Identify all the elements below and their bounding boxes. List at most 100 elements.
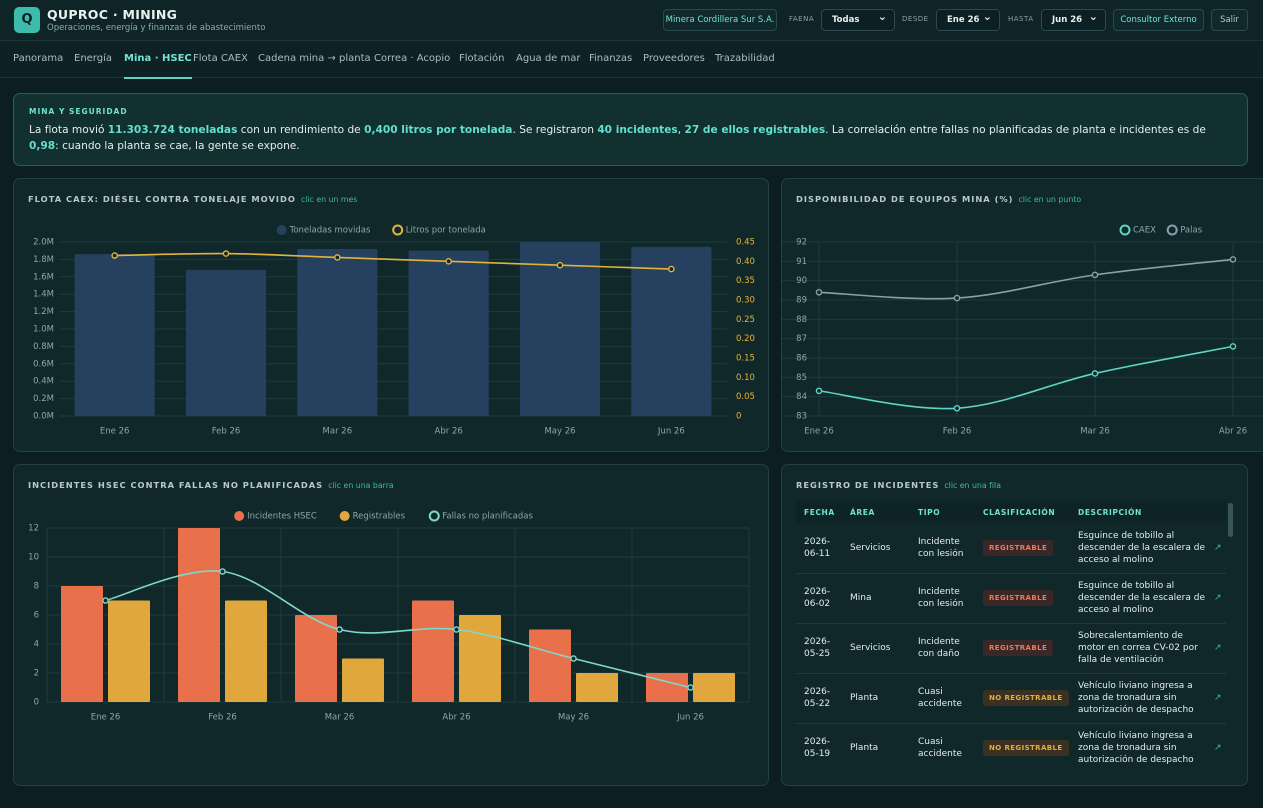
column-header: FECHA	[796, 501, 842, 523]
line-point[interactable]	[334, 254, 341, 261]
x-tick-label: Abr 26	[1219, 427, 1247, 437]
y-tick-label: 8	[34, 582, 39, 592]
y2-tick-label: 0.15	[736, 354, 755, 364]
nav-tab[interactable]: Correa · Acopio	[374, 53, 451, 64]
bar[interactable]	[412, 600, 454, 703]
table-cell: Esguince de tobillo al descender de la e…	[1070, 573, 1206, 624]
line-point[interactable]	[668, 265, 675, 273]
nav-tab[interactable]: Agua de mar	[516, 53, 581, 64]
desde-label: DESDE	[902, 15, 929, 23]
line-point[interactable]	[1229, 256, 1237, 263]
bar[interactable]	[529, 629, 571, 703]
x-tick-label: May 26	[558, 713, 589, 723]
table-row[interactable]: 2026-05-25 Servicios Incidente con daño REG…	[796, 623, 1226, 674]
line-point[interactable]	[953, 294, 961, 302]
role-button[interactable]: Consultor Externo	[1113, 9, 1204, 31]
row-link-icon[interactable]: ↗	[1206, 723, 1226, 773]
bar[interactable]	[185, 269, 267, 416]
legend-label: Toneladas movidas	[289, 226, 371, 236]
summary-highlight: 27 de ellos registrables	[684, 124, 826, 136]
table-cell: Cuasi accidente	[910, 723, 975, 773]
line-point[interactable]	[815, 288, 823, 296]
bar[interactable]	[408, 250, 489, 416]
company-button[interactable]: Minera Cordillera Sur S.A.	[663, 9, 777, 31]
bar[interactable]	[576, 673, 618, 702]
nav-tab[interactable]: Finanzas	[589, 53, 633, 64]
line-point[interactable]	[556, 261, 564, 269]
bar[interactable]	[297, 248, 378, 416]
incident-table: FECHA ÁREA TIPO CLASIFICACIÓN DESCRIPCIÓN 202…	[796, 501, 1226, 773]
y-tick-label: 88	[796, 315, 807, 325]
bar[interactable]	[342, 658, 384, 703]
app-subtitle: Operaciones, energía y finanzas de abast…	[47, 23, 266, 33]
chart: 0.0M 0.2M 0.4M 0.6M 0.8M 1.0M 1.2M 1.4M 1.6M 1.8M…	[33, 224, 755, 437]
chart-card: DISPONIBILIDAD DE EQUIPOS MINA (%) clic e…	[781, 178, 1263, 452]
bar[interactable]	[178, 528, 220, 702]
table-row[interactable]: 2026-05-22 Planta Cuasi accidente NO REGIST…	[796, 673, 1226, 724]
row-link-icon[interactable]: ↗	[1206, 523, 1226, 574]
nav-tab[interactable]: Cadena mina → planta	[258, 53, 371, 64]
row-link-icon[interactable]: ↗	[1206, 573, 1226, 624]
chart-title: DISPONIBILIDAD DE EQUIPOS MINA (%) clic e…	[796, 194, 1081, 204]
bar[interactable]	[61, 586, 103, 702]
y2-tick-label: 0.25	[736, 315, 755, 325]
summary-segment: . Se registraron	[512, 124, 598, 136]
nav-tab[interactable]: Proveedores	[643, 53, 705, 64]
legend-marker	[339, 511, 350, 521]
desde-select[interactable]: Ene 26	[936, 7, 1000, 31]
y-tick-label: 0.6M	[33, 359, 54, 369]
faena-select[interactable]: Todas	[821, 7, 895, 31]
line-point[interactable]	[570, 655, 577, 662]
nav-tab[interactable]: Energía	[74, 53, 112, 64]
bar[interactable]	[74, 254, 155, 416]
y-tick-label: 10	[28, 553, 39, 563]
bar[interactable]	[631, 246, 712, 416]
nav-tab[interactable]: Panorama	[13, 53, 64, 64]
table-cell: Planta	[842, 723, 910, 773]
line-point[interactable]	[687, 684, 694, 691]
line-point[interactable]	[1229, 343, 1237, 350]
bar[interactable]	[225, 600, 267, 703]
line-point[interactable]	[815, 387, 823, 395]
y-tick-label: 87	[796, 334, 807, 344]
row-link-icon[interactable]: ↗	[1206, 623, 1226, 674]
bar[interactable]	[646, 673, 688, 702]
line-point[interactable]	[222, 250, 230, 257]
chart-hint: clic en una barra	[328, 481, 394, 490]
line-point[interactable]	[111, 252, 118, 259]
table-row[interactable]: 2026-06-11 Servicios Incidente con lesión R…	[796, 523, 1226, 574]
classification-badge: REGISTRABLE	[983, 640, 1054, 656]
bar[interactable]	[519, 242, 601, 416]
y-tick-label: 4	[34, 640, 39, 650]
line-point[interactable]	[102, 597, 109, 604]
bar[interactable]	[295, 615, 337, 702]
line-series	[818, 345, 1234, 410]
bar[interactable]	[108, 600, 150, 703]
line-point[interactable]	[1091, 271, 1099, 279]
y-tick-label: 92	[796, 238, 807, 248]
table-cell: Sobrecalentamiento de motor en correa CV…	[1070, 623, 1206, 674]
nav-tab[interactable]: Mina · HSEC	[124, 53, 192, 79]
x-tick-label: Abr 26	[442, 713, 470, 723]
line-point[interactable]	[336, 626, 343, 633]
table-card: REGISTRO DE INCIDENTES clic en una fila F…	[781, 464, 1248, 786]
bar[interactable]	[693, 673, 735, 702]
table-row[interactable]: 2026-06-02 Mina Incidente con lesión REGIST…	[796, 573, 1226, 624]
bar[interactable]	[459, 615, 501, 702]
legend-marker	[1166, 224, 1178, 236]
line-point[interactable]	[445, 258, 452, 265]
nav-tab[interactable]: Trazabilidad	[715, 53, 775, 64]
line-point[interactable]	[1091, 370, 1099, 377]
scrollbar[interactable]	[1228, 503, 1233, 537]
nav-tab[interactable]: Flota CAEX	[193, 53, 248, 64]
line-point[interactable]	[219, 568, 226, 575]
logout-button[interactable]: Salir	[1211, 9, 1248, 31]
nav-tab[interactable]: Flotación	[459, 53, 505, 64]
line-point[interactable]	[953, 404, 961, 412]
line-point[interactable]	[453, 626, 460, 633]
row-link-icon[interactable]: ↗	[1206, 673, 1226, 724]
table-cell: REGISTRABLE	[975, 573, 1070, 624]
table-row[interactable]: 2026-05-19 Planta Cuasi accidente NO REGIST…	[796, 723, 1226, 773]
column-header: ÁREA	[842, 501, 910, 523]
hasta-select[interactable]: Jun 26	[1041, 7, 1106, 31]
